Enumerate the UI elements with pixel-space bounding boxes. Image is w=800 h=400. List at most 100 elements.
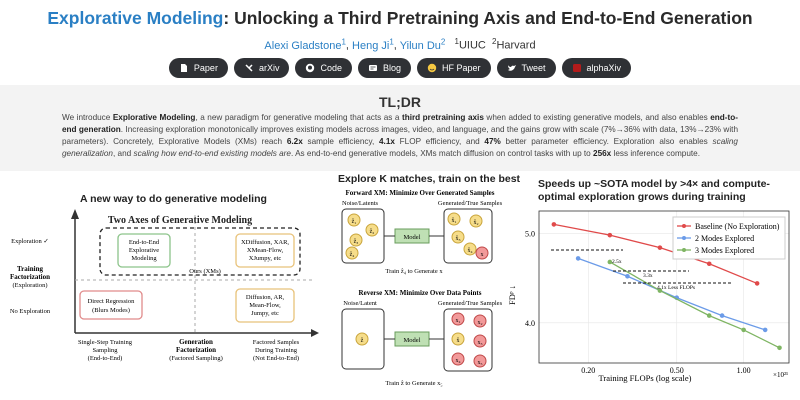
huggingface-icon xyxy=(427,63,437,73)
y-axis-label: Factorization xyxy=(10,273,50,281)
rev-right-label: Generated/True Samples xyxy=(438,300,503,307)
fwd-model-label: Model xyxy=(404,234,421,241)
q-bl-line: (Blurs Modes) xyxy=(92,307,130,314)
svg-text:ẑ₃: ẑ₃ xyxy=(354,239,359,245)
code-button[interactable]: Code xyxy=(295,58,352,78)
blog-button[interactable]: Blog xyxy=(357,58,411,78)
q-br-line: Mean-Flow, xyxy=(249,302,281,309)
rev-data-4 xyxy=(451,352,465,366)
series-three-modes-point xyxy=(706,313,712,318)
legend-label-three: 3 Modes Explored xyxy=(695,246,754,255)
hf-paper-button[interactable]: HF Paper xyxy=(417,58,491,78)
svg-text:ẑ: ẑ xyxy=(361,338,364,344)
rev-data-1 xyxy=(451,312,465,326)
fwd-sample-1 xyxy=(447,212,461,226)
svg-text:x̂: x̂ xyxy=(457,338,460,344)
svg-text:x₃: x₃ xyxy=(477,340,482,346)
q-tl-line: Modeling xyxy=(131,255,157,262)
fwd-right-label: Generated/True Samples xyxy=(438,200,503,207)
y-axis-title: FDᵖ ↓ xyxy=(507,285,517,305)
x-tick-label: 0.50 xyxy=(670,366,684,375)
rev-caption: Train ẑ to Generate x₅ xyxy=(385,380,442,387)
q-tl-line: End-to-End xyxy=(129,239,160,246)
y-axis-label: Training xyxy=(17,265,43,273)
y-axis-arrow xyxy=(71,209,79,219)
fwd-caption: Train ẑ₄ to Generate x xyxy=(385,268,443,275)
x-axis-title: Training FLOPs (log scale) xyxy=(599,373,692,383)
alphaxiv-button[interactable]: alphaXiv xyxy=(561,58,632,78)
col-left-label: Sampling xyxy=(93,347,119,354)
fwd-latent-4 xyxy=(345,246,359,260)
quadrant-bottom-left xyxy=(79,290,143,320)
series-baseline-point xyxy=(657,245,663,250)
row-top-label: Exploration ✓ xyxy=(11,238,49,245)
series-baseline-point xyxy=(754,281,760,286)
x-axis-exponent: ×10²¹ xyxy=(773,371,788,379)
q-tr-line: XMean-Flow, xyxy=(247,247,284,254)
x-axis-label: Factorization xyxy=(176,346,216,354)
svg-text:x̂₂: x̂₂ xyxy=(473,220,478,226)
legend-label-baseline: Baseline (No Exploration) xyxy=(695,222,780,231)
svg-text:x₁: x₁ xyxy=(455,318,460,324)
svg-text:x: x xyxy=(481,252,484,258)
arxiv-icon xyxy=(245,64,253,72)
series-three-modes-point xyxy=(741,327,746,333)
fwd-target xyxy=(475,246,489,260)
diagram-box-title: Two Axes of Generative Modeling xyxy=(108,215,252,226)
rev-sample xyxy=(451,332,465,346)
col-right-label: During Training xyxy=(255,347,298,354)
paper-button[interactable]: Paper xyxy=(168,58,228,78)
fwd-latent-2 xyxy=(365,223,379,237)
ours-dashed-box xyxy=(99,227,301,276)
panel3-heading-line2: optimal exploration grows during trainin… xyxy=(538,191,746,203)
svg-text:ẑ₄: ẑ₄ xyxy=(350,252,355,258)
series-baseline-point xyxy=(607,232,613,238)
series-two-modes-point xyxy=(575,256,581,261)
tldr-heading: TL;DR xyxy=(379,94,421,110)
plot-frame xyxy=(538,210,790,364)
author-link[interactable]: Yilun Du2 xyxy=(399,37,446,52)
q-tr-line: XJumpy, etc xyxy=(249,255,282,262)
series-three-modes-point xyxy=(657,288,663,293)
panel3-heading-line1: Speeds up ~SOTA model by >4× and compute… xyxy=(538,178,770,190)
y-tick-label: 4.0 xyxy=(525,319,535,328)
two-axes-diagram: Two Axes of Generative Modeling End-to-E… xyxy=(10,209,319,362)
rev-data-5 xyxy=(473,354,487,368)
quadrant-top-right xyxy=(235,233,295,268)
authors-line: Alexi Gladstone1, Heng Ji1, Yilun Du2 1U… xyxy=(264,37,536,52)
annotation-3-3x: 3.3x xyxy=(643,273,653,279)
legend-label-two: 2 Modes Explored xyxy=(695,234,754,243)
series-two-modes-point xyxy=(719,313,725,318)
svg-text:x₄: x₄ xyxy=(455,358,460,364)
col-left-label: Single-Step Training xyxy=(78,339,133,346)
q-br-line: Diffusion, AR, xyxy=(246,294,285,301)
tweet-button[interactable]: Tweet xyxy=(496,58,556,78)
author-link[interactable]: Heng Ji1 xyxy=(352,37,394,52)
quadrant-bottom-right xyxy=(235,288,295,323)
svg-text:x̂₄: x̂₄ xyxy=(467,248,472,254)
arxiv-button[interactable]: arXiv xyxy=(233,58,290,78)
col-right-label: Factored Samples xyxy=(253,339,300,346)
file-icon xyxy=(180,64,187,72)
series-baseline-point xyxy=(706,261,712,267)
series-two-modes-point xyxy=(625,273,630,279)
x-tick-label: 0.20 xyxy=(581,366,595,375)
affiliation: Harvard xyxy=(496,39,536,52)
fwd-left-label: Noise/Latents xyxy=(342,200,379,207)
q-bl-line: Direct Regression xyxy=(88,298,136,305)
twitter-icon xyxy=(507,65,516,71)
page-title: Explorative Modeling: Unlocking a Third … xyxy=(0,8,800,29)
col-right-label: (Not End-to-End) xyxy=(253,355,299,362)
col-left-label: (End-to-End) xyxy=(88,355,123,362)
series-two-modes-line xyxy=(577,257,766,331)
quadrant-top-left xyxy=(117,233,171,268)
title-accent: Explorative Modeling xyxy=(47,8,224,28)
rev-left-label: Noise/Latent xyxy=(343,300,377,307)
panel2-heading: Explore K matches, train on the best xyxy=(338,173,521,185)
q-tr-line: XDiffusion, XAR, xyxy=(241,239,289,246)
q-tl-line: Explorative xyxy=(129,247,159,254)
author-link[interactable]: Alexi Gladstone1 xyxy=(264,37,346,52)
svg-text:ẑ₁: ẑ₁ xyxy=(352,219,357,225)
series-two-modes-point xyxy=(762,327,768,333)
x-axis-arrow xyxy=(311,329,319,337)
